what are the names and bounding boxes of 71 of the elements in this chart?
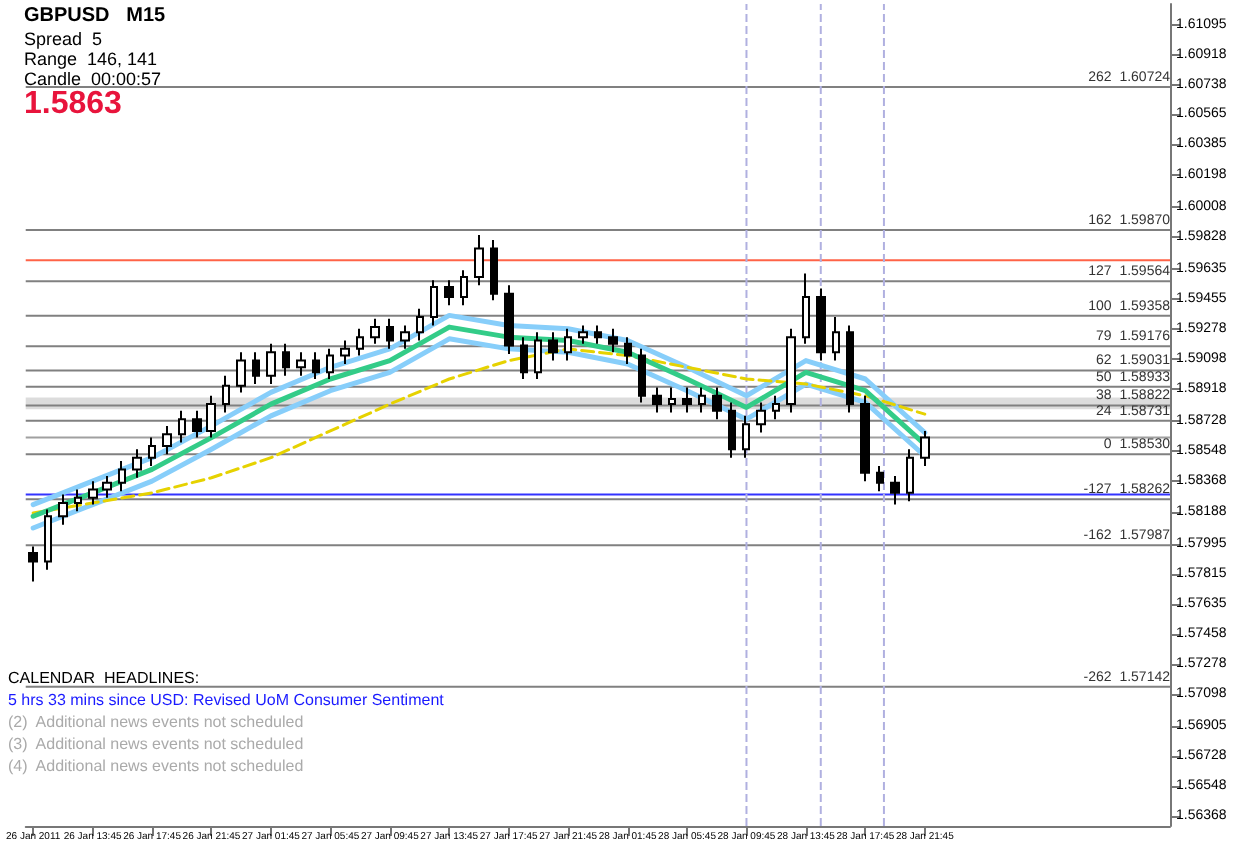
candlestick [742, 414, 750, 459]
candlestick [252, 351, 260, 386]
candlestick [312, 351, 320, 381]
candlestick [416, 307, 424, 342]
candlestick [102, 475, 112, 499]
candlestick [802, 272, 810, 345]
candlestick [668, 386, 676, 414]
candlestick [192, 409, 202, 439]
annotation: (4) Additional news events not scheduled [8, 757, 304, 775]
chart-title: GBPUSD M15 [24, 5, 167, 27]
candlestick [578, 324, 588, 345]
candlestick [460, 269, 468, 307]
annotation: Spread 5 [24, 29, 103, 49]
candlestick [296, 351, 306, 377]
candlestick [594, 324, 602, 345]
candlestick [876, 465, 884, 493]
candlestick [534, 331, 542, 381]
candlestick [890, 475, 900, 506]
candlestick [132, 448, 142, 479]
candlestick [860, 394, 870, 483]
candlestick [74, 488, 82, 513]
candlestick [682, 386, 692, 414]
candlestick [282, 342, 290, 377]
candlestick [222, 374, 230, 414]
candlestick [624, 336, 632, 365]
candlestick [386, 317, 394, 350]
candlestick [756, 401, 766, 434]
candlestick [400, 324, 410, 350]
candlestick [28, 545, 38, 583]
candlestick [88, 480, 98, 506]
candlestick [832, 316, 840, 362]
candlestick [652, 386, 662, 414]
annotation: CALENDAR HEADLINES: [8, 669, 200, 687]
candlestick [444, 279, 454, 307]
candlestick [564, 327, 572, 362]
annotation: 5 hrs 33 mins since USD: Revised UoM Consumer Sentiment [8, 691, 446, 709]
candlestick [548, 331, 558, 362]
annotation: 1.5863 [24, 87, 123, 121]
candlestick [58, 493, 68, 526]
candlestick [430, 279, 438, 327]
annotation: Range 146, 141 [24, 49, 158, 69]
candlestick [638, 347, 646, 404]
candlestick [920, 429, 930, 468]
candlestick [772, 394, 780, 421]
candlestick [162, 424, 172, 456]
annotation: (3) Additional news events not scheduled [8, 735, 304, 753]
candlestick [236, 351, 246, 394]
candlestick [340, 339, 350, 365]
candlestick [504, 284, 514, 355]
candlestick [148, 436, 156, 468]
candlestick [44, 508, 52, 571]
candlestick [698, 386, 706, 414]
candlestick [206, 394, 216, 439]
candlestick [786, 327, 796, 414]
candlestick [118, 460, 126, 493]
candlestick [846, 324, 854, 414]
candlestick [326, 347, 334, 381]
candlestick [356, 327, 364, 357]
candlestick [474, 234, 484, 287]
candlestick [728, 401, 736, 459]
candlestick [490, 239, 498, 302]
candlestick [370, 317, 380, 345]
annotation: (2) Additional news events not scheduled [8, 713, 304, 731]
candlestick [266, 342, 276, 386]
candlestick [712, 386, 722, 421]
candlestick [816, 287, 826, 362]
candlestick [906, 448, 914, 503]
candlestick [520, 336, 528, 381]
annotation: Candle 00:00:57 [24, 69, 162, 89]
candlestick [178, 409, 186, 444]
candlestick [608, 327, 618, 354]
